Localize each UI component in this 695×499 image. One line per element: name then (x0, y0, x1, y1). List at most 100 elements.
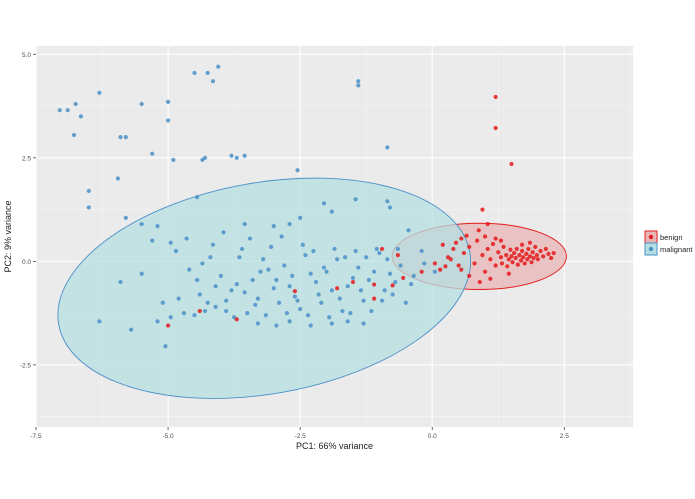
point-malignant (160, 300, 165, 305)
point-benign (488, 257, 493, 262)
point-benign (467, 244, 472, 249)
point-malignant (308, 323, 313, 328)
point-malignant (150, 238, 155, 243)
point-malignant (319, 300, 324, 305)
point-benign (506, 271, 511, 276)
point-benign (551, 250, 556, 256)
point-malignant (97, 90, 102, 95)
point-malignant (287, 221, 292, 227)
data-points (57, 64, 556, 349)
point-malignant (123, 215, 128, 220)
point-malignant (379, 298, 385, 303)
point-benign (493, 263, 498, 268)
x-tick-label: -2.5 (295, 433, 307, 440)
point-malignant (342, 255, 348, 260)
point-malignant (195, 195, 200, 200)
point-benign (531, 255, 536, 261)
point-benign (512, 250, 517, 256)
point-benign (372, 296, 377, 301)
x-axis-label: PC1: 66% variance (296, 441, 373, 451)
point-malignant (224, 298, 229, 303)
point-benign (438, 267, 443, 272)
point-malignant (390, 292, 395, 297)
point-malignant (350, 275, 356, 281)
point-benign (510, 260, 515, 265)
point-benign (498, 255, 504, 260)
point-malignant (210, 79, 216, 84)
point-malignant (290, 273, 295, 278)
point-malignant (398, 263, 403, 268)
y-tick-label: 0.0 (22, 259, 31, 266)
point-malignant (266, 267, 271, 272)
point-malignant (86, 188, 91, 194)
point-benign (535, 257, 541, 262)
x-tick-label: -5.0 (162, 433, 174, 440)
point-malignant (139, 101, 144, 107)
point-benign (453, 240, 459, 245)
point-malignant (200, 261, 205, 266)
point-benign (527, 240, 533, 245)
x-tick-label: 2.5 (560, 433, 569, 440)
point-benign (401, 275, 406, 281)
point-benign (527, 254, 533, 259)
y-tick-label: -2.5 (20, 362, 32, 369)
point-malignant (128, 327, 134, 332)
point-malignant (432, 269, 437, 274)
point-malignant (123, 135, 128, 140)
point-benign (477, 279, 482, 285)
point-benign (419, 269, 424, 274)
point-benign (475, 238, 480, 243)
point-benign (522, 261, 527, 266)
point-malignant (271, 224, 276, 229)
point-malignant (208, 255, 213, 260)
legend-item-benign: benign (644, 230, 683, 244)
point-malignant (173, 248, 179, 254)
point-malignant (385, 257, 390, 262)
point-malignant (255, 296, 260, 301)
point-malignant (221, 230, 226, 235)
point-malignant (321, 201, 327, 206)
point-malignant (202, 155, 208, 160)
point-benign (517, 253, 522, 258)
point-malignant (150, 151, 155, 156)
point-benign (518, 258, 524, 263)
point-benign (509, 161, 514, 167)
point-benign (197, 308, 202, 314)
legend: benign malignant (644, 230, 693, 256)
point-malignant (229, 153, 234, 158)
point-benign (472, 261, 477, 266)
point-malignant (176, 296, 181, 301)
point-malignant (279, 234, 284, 239)
point-benign (499, 261, 505, 266)
legend-point-benign (648, 234, 654, 240)
point-malignant (316, 292, 321, 297)
point-malignant (356, 83, 361, 88)
point-benign (467, 273, 472, 278)
point-malignant (419, 248, 424, 254)
point-malignant (239, 246, 245, 252)
point-malignant (192, 70, 197, 76)
point-benign (530, 250, 535, 255)
point-benign (498, 238, 504, 243)
point-malignant (118, 135, 123, 140)
point-malignant (361, 321, 366, 326)
point-malignant (78, 114, 84, 119)
ellipse-malignant (57, 177, 472, 399)
point-malignant (155, 319, 160, 324)
point-malignant (298, 215, 303, 220)
point-benign (529, 260, 534, 265)
point-malignant (358, 288, 364, 293)
point-malignant (155, 224, 160, 229)
point-benign (350, 279, 356, 285)
point-malignant (361, 298, 366, 303)
point-benign (505, 264, 510, 269)
point-benign (525, 257, 530, 262)
point-malignant (202, 308, 208, 314)
point-malignant (118, 279, 123, 285)
point-malignant (340, 308, 345, 314)
point-malignant (298, 306, 303, 312)
legend-label-malignant: malignant (660, 245, 693, 254)
confidence-ellipses (57, 177, 567, 399)
